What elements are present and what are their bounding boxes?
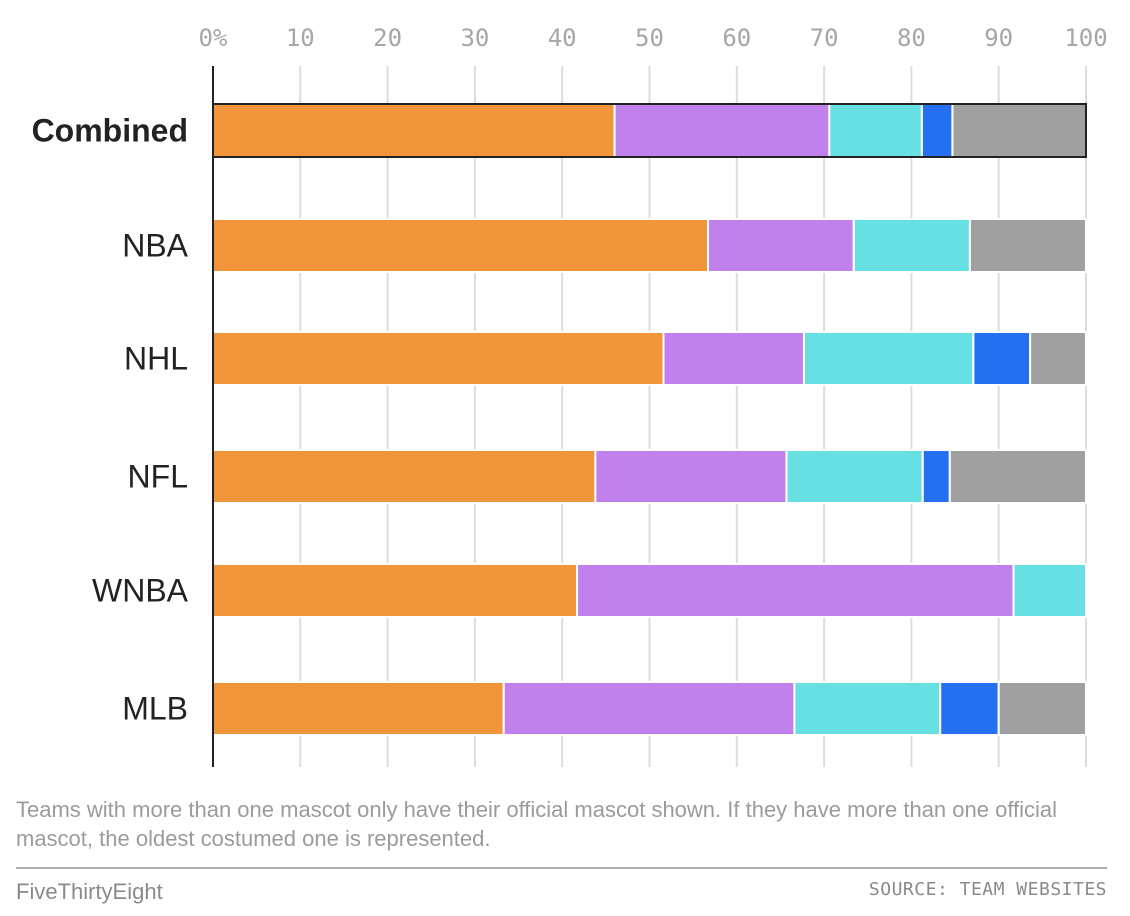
bar-segment (921, 449, 951, 504)
x-tick-label: 30 (460, 24, 489, 52)
bar-segment (803, 331, 975, 386)
bar-segment (212, 681, 505, 736)
category-label: MLB (122, 691, 188, 727)
bar-segment (852, 218, 971, 273)
category-label: WNBA (92, 573, 189, 609)
bar-segment (613, 103, 831, 158)
x-tick-label: 20 (373, 24, 402, 52)
x-tick-label: 0% (199, 24, 228, 52)
x-tick-label: 100 (1064, 24, 1107, 52)
bar-segment (997, 681, 1088, 736)
x-tick-label: 50 (635, 24, 664, 52)
bar-segment (212, 563, 579, 618)
stacked-bar-chart: 0% 10 20 30 40 50 60 70 80 90 100 Combined NBA NHL NF… (32, 24, 1108, 767)
bar-segment (939, 681, 1000, 736)
bar-segment (793, 681, 942, 736)
bar-segment (828, 103, 923, 158)
x-tick-label: 60 (722, 24, 751, 52)
bar-segment (212, 103, 616, 158)
bar-segment (662, 331, 806, 386)
category-label: Combined (32, 113, 188, 149)
bar-segment (594, 449, 788, 504)
footer-divider (16, 867, 1107, 869)
category-label: NFL (128, 459, 188, 495)
bar-segment (951, 103, 1088, 158)
category-labels: Combined NBA NHL NFL WNBA MLB (32, 113, 189, 727)
x-tick-label: 70 (810, 24, 839, 52)
bar-segment (920, 103, 954, 158)
footnote: Teams with more than one mascot only hav… (16, 797, 1058, 851)
category-label: NHL (124, 341, 188, 377)
category-label: NBA (122, 228, 188, 264)
x-tick-label: 40 (548, 24, 577, 52)
x-axis-tick-labels: 0% 10 20 30 40 50 60 70 80 90 100 (199, 24, 1108, 52)
bar-segment (948, 449, 1088, 504)
bar-segment (212, 218, 709, 273)
bar-segment (972, 331, 1032, 386)
source-label: SOURCE: TEAM WEBSITES (868, 879, 1107, 900)
brand-label: FiveThirtyEight (16, 879, 163, 904)
bar-segment (502, 681, 796, 736)
bar-segment (576, 563, 1015, 618)
bar-segment (1012, 563, 1088, 618)
x-tick-label: 80 (897, 24, 926, 52)
x-tick-label: 90 (984, 24, 1013, 52)
bar-segment (706, 218, 855, 273)
gridlines (299, 66, 1087, 767)
bar-segment (785, 449, 924, 504)
bar-segment (1029, 331, 1088, 386)
bar-segment (212, 449, 597, 504)
bar-segment (968, 218, 1087, 273)
bars (212, 103, 1088, 736)
x-tick-label: 10 (286, 24, 315, 52)
bar-segment (212, 331, 665, 386)
